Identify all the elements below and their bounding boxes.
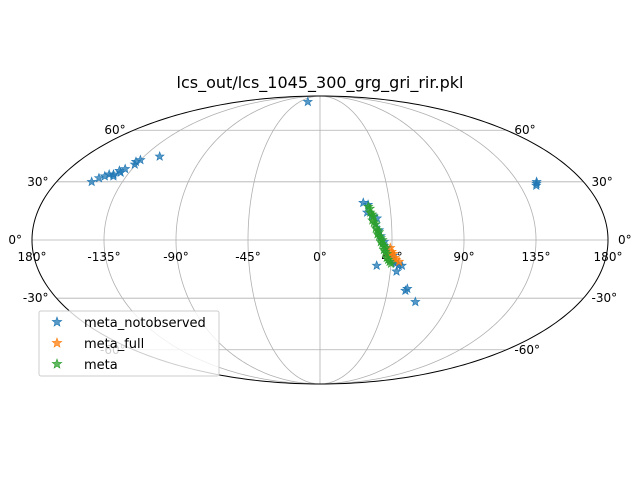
data-point	[154, 151, 165, 161]
chart-title: lcs_out/lcs_1045_300_grg_gri_rir.pkl	[177, 73, 464, 93]
legend-marker	[51, 316, 63, 327]
lon-tick-label: -135°	[87, 250, 120, 264]
legend-label: meta_full	[84, 337, 144, 352]
data-point	[377, 234, 388, 245]
data-point	[410, 296, 421, 307]
data-point	[129, 158, 140, 169]
lon-tick-label: -90°	[163, 250, 189, 264]
data-point	[371, 260, 382, 270]
lon-tick-label: 135°	[522, 250, 551, 264]
data-point	[135, 154, 146, 165]
legend-frame	[38, 310, 220, 377]
data-point	[302, 96, 314, 107]
lat-tick-label-right: 30°	[592, 175, 613, 189]
lat-tick-label-right: 60°	[514, 123, 535, 137]
lat-tick-label-left: 0°	[8, 233, 22, 247]
legend-label: meta_notobserved	[84, 316, 206, 331]
data-point	[358, 197, 369, 208]
series-meta	[363, 201, 397, 269]
data-point	[93, 172, 105, 183]
data-point	[372, 228, 383, 239]
data-point	[114, 165, 125, 176]
data-point	[400, 285, 411, 296]
lon-tick-label: 180°	[594, 250, 623, 264]
data-point	[86, 176, 97, 187]
data-points	[86, 96, 542, 307]
data-point	[99, 170, 110, 181]
lat-tick-label-right: -30°	[592, 291, 618, 305]
lat-tick-label-left: -30°	[23, 291, 49, 305]
lat-tick-label-right: -60°	[514, 343, 540, 357]
legend-marker	[51, 337, 63, 348]
series-meta_notobserved	[86, 96, 542, 307]
lon-tick-label: 0°	[313, 250, 327, 264]
data-point	[103, 168, 115, 179]
lon-tick-label: 180°	[18, 250, 47, 264]
lon-tick-label: 90°	[453, 250, 474, 264]
lon-tick-label: -45°	[235, 250, 261, 264]
data-point	[385, 258, 397, 269]
lat-tick-label-left: 60°	[104, 123, 125, 137]
map-boundary	[31, 95, 609, 385]
legend-label: meta	[84, 358, 118, 373]
data-point	[531, 180, 542, 190]
data-point	[393, 256, 405, 267]
lat-tick-label-left: 30°	[27, 175, 48, 189]
data-point	[380, 242, 391, 253]
legend-marker	[51, 358, 63, 369]
data-point	[391, 265, 402, 276]
lat-tick-label-right: 0°	[618, 233, 632, 247]
